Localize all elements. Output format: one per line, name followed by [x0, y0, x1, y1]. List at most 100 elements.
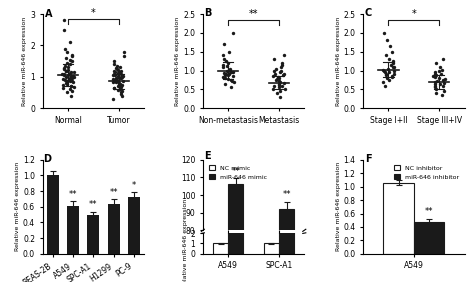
Point: [382, 83, 389, 88]
Point: [431, 72, 438, 76]
Bar: [47, 175, 59, 254]
Point: [222, 76, 229, 80]
Point: [270, 57, 278, 61]
Text: B: B: [204, 8, 211, 18]
Point: [275, 76, 283, 80]
Point: [433, 79, 441, 83]
Point: [437, 81, 444, 86]
Point: [222, 81, 229, 86]
Text: **: **: [69, 190, 77, 199]
Point: [70, 85, 78, 89]
Point: [67, 57, 74, 62]
Y-axis label: Relative miR-646 expression: Relative miR-646 expression: [22, 16, 27, 106]
Bar: [264, 243, 279, 254]
Text: **: **: [283, 190, 291, 199]
Point: [229, 74, 237, 78]
Point: [113, 63, 121, 68]
Point: [61, 73, 68, 78]
Point: [112, 76, 120, 81]
Text: F: F: [365, 155, 372, 164]
Point: [66, 40, 74, 45]
Point: [63, 81, 70, 85]
Point: [228, 79, 236, 83]
Point: [116, 87, 123, 92]
Text: **: **: [425, 207, 433, 216]
Point: [112, 66, 120, 70]
Point: [388, 74, 396, 78]
Point: [271, 71, 278, 76]
Y-axis label: Relative miR-646 expression: Relative miR-646 expression: [336, 162, 341, 252]
Point: [219, 65, 227, 70]
Point: [117, 68, 125, 73]
Point: [114, 79, 121, 83]
Point: [222, 72, 230, 76]
Point: [119, 74, 127, 78]
Point: [114, 71, 122, 75]
Point: [281, 80, 288, 85]
Point: [61, 18, 68, 23]
Point: [114, 74, 121, 78]
Point: [432, 87, 440, 92]
Point: [273, 78, 280, 82]
Text: *: *: [411, 9, 416, 19]
Point: [439, 57, 447, 61]
Point: [383, 53, 390, 58]
Point: [381, 68, 388, 73]
Point: [278, 63, 285, 67]
Point: [227, 69, 235, 74]
Point: [432, 91, 440, 95]
Point: [67, 87, 74, 92]
Point: [385, 78, 393, 82]
Point: [226, 49, 233, 54]
Point: [438, 71, 445, 76]
Point: [111, 69, 118, 73]
Point: [429, 74, 437, 78]
Text: C: C: [364, 8, 371, 18]
Point: [116, 76, 123, 80]
Point: [432, 80, 439, 84]
Point: [230, 80, 238, 84]
Point: [64, 78, 71, 83]
Point: [431, 85, 438, 90]
Point: [431, 82, 439, 87]
Bar: [128, 197, 140, 254]
Point: [275, 81, 283, 86]
Point: [390, 72, 398, 76]
Point: [68, 59, 76, 63]
Point: [67, 84, 75, 89]
Point: [270, 69, 278, 74]
Point: [59, 72, 66, 76]
Point: [116, 81, 123, 86]
Point: [61, 63, 68, 68]
Text: A: A: [45, 9, 53, 19]
Point: [60, 71, 68, 76]
Text: E: E: [204, 151, 210, 161]
Point: [274, 75, 282, 80]
Point: [270, 83, 278, 88]
Point: [62, 69, 70, 73]
Point: [229, 31, 237, 35]
Point: [220, 57, 228, 61]
Point: [66, 76, 73, 80]
Point: [119, 78, 127, 83]
Point: [220, 42, 228, 47]
Point: [117, 74, 125, 79]
Point: [229, 70, 237, 75]
Point: [118, 93, 126, 98]
Point: [432, 61, 439, 65]
Point: [228, 70, 235, 74]
Point: [383, 73, 390, 78]
Point: [110, 86, 118, 91]
Point: [222, 59, 230, 63]
Point: [276, 89, 284, 93]
Point: [390, 65, 397, 69]
Point: [64, 81, 71, 86]
Point: [64, 68, 72, 72]
Point: [60, 28, 67, 32]
Point: [64, 73, 72, 77]
Point: [63, 75, 70, 80]
Point: [279, 73, 287, 77]
Point: [114, 79, 122, 84]
Point: [275, 83, 283, 87]
Point: [68, 76, 76, 81]
